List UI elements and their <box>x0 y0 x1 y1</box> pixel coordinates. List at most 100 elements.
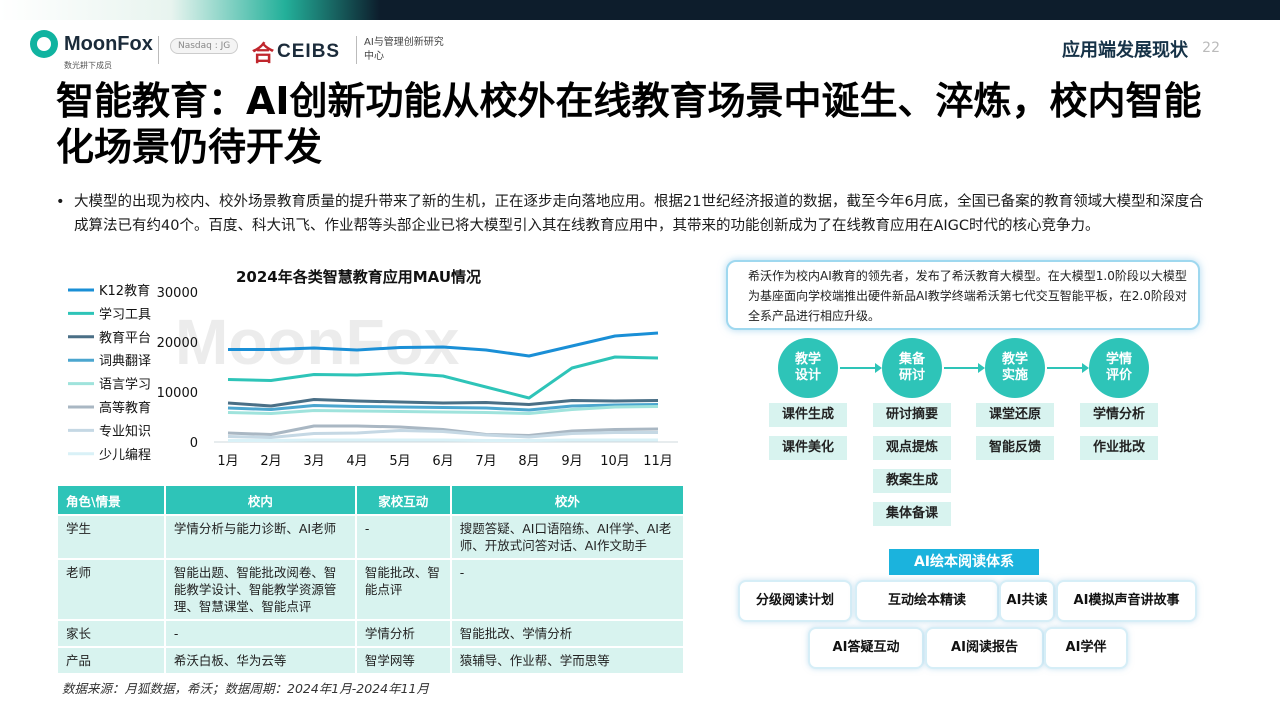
table-header-cell: 家校互动 <box>355 486 452 516</box>
table-cell: 产品 <box>58 647 166 675</box>
legend-label: 高等教育 <box>99 400 151 416</box>
series-line-2 <box>227 355 659 400</box>
x-tick-label: 4月 <box>346 454 367 469</box>
series-line-4 <box>227 403 659 412</box>
flow-step-circle: 学情 评价 <box>1089 338 1149 398</box>
ai-reading-pill: AI共读 <box>999 580 1055 622</box>
table-row: 家长 - 学情分析 智能批改、学情分析 <box>58 620 686 648</box>
x-tick-label: 9月 <box>561 454 582 469</box>
table-cell: 智能出题、智能批改阅卷、智能教学设计、智能教学资源管理、智慧课堂、智能点评 <box>164 559 357 621</box>
flow-tag: 集体备课 <box>873 502 951 526</box>
flow-tag: 学情分析 <box>1080 403 1158 427</box>
ceibs-logo: 合 CEIBS <box>252 36 340 68</box>
series-line-1 <box>228 331 659 358</box>
ai-reading-pill: AI答疑互动 <box>808 627 924 669</box>
y-tick-label: 20000 <box>157 336 198 351</box>
table-cell: 老师 <box>58 559 166 621</box>
ai-reading-pill: AI阅读报告 <box>925 627 1044 669</box>
ai-reading-pill: 互动绘本精读 <box>855 580 999 622</box>
legend-label: 学习工具 <box>99 306 151 322</box>
flow-tag: 教案生成 <box>873 469 951 493</box>
moonfox-logo-text: MoonFox <box>64 32 153 55</box>
table-cell: - <box>355 515 452 560</box>
x-tick-label: 2月 <box>260 454 281 469</box>
mau-line-chart: 0 10000 20000 30000 1月 2月 3月 4月 5月 6月 7月 8月 9月 10月 11月… <box>68 283 678 469</box>
series-line-7 <box>227 429 658 439</box>
flow-step-circle: 教学 实施 <box>985 338 1045 398</box>
series-line-5 <box>227 405 659 415</box>
table-cell: 学生 <box>58 515 166 560</box>
table-header-row: 角色\情景 校内 家校互动 校外 <box>58 486 686 516</box>
flow-tag: 课堂还原 <box>976 403 1054 427</box>
table-cell: - <box>164 620 357 648</box>
ceibs-logo-icon: 合 <box>252 42 275 67</box>
flow-arrow-icon <box>944 363 985 373</box>
series-line-3 <box>227 398 659 408</box>
legend-label: 教育平台 <box>99 330 151 346</box>
table-cell: 智学网等 <box>355 647 452 675</box>
chart-title: 2024年各类智慧教育应用MAU情况 <box>236 268 482 286</box>
ai-reading-pill: 分级阅读计划 <box>738 580 852 622</box>
flow-step-circle: 集备 研讨 <box>882 338 942 398</box>
bullet-dot-icon: • <box>56 194 65 210</box>
table-row: 学生 学情分析与能力诊断、AI老师 - 搜题答疑、AI口语陪练、AI伴学、AI老师、开… <box>58 515 686 560</box>
ai-reading-pill: AI学伴 <box>1044 627 1128 669</box>
y-tick-label: 30000 <box>157 286 198 301</box>
flow-tag: 研讨摘要 <box>873 403 951 427</box>
flow-arrow-icon <box>840 363 882 373</box>
flow-tag: 智能反馈 <box>976 436 1054 460</box>
watermark-chart: MoonFox <box>175 306 460 378</box>
table-cell: 搜题答疑、AI口语陪练、AI伴学、AI老师、开放式问答对话、AI作文助手 <box>450 515 686 560</box>
flow-step-circle: 教学 设计 <box>778 338 838 398</box>
moonfox-logo-subtitle: 数光耕下成员 <box>64 61 112 70</box>
legend-label: 专业知识 <box>99 423 151 439</box>
table-cell: 智能批改、学情分析 <box>450 620 686 648</box>
page-number: 22 <box>1202 40 1220 56</box>
series-line-6 <box>227 424 659 437</box>
flow-tag: 观点提炼 <box>873 436 951 460</box>
table-row: 产品 希沃白板、华为云等 智学网等 猿辅导、作业帮、学而思等 <box>58 647 686 675</box>
x-tick-label: 3月 <box>303 454 324 469</box>
ceibs-divider <box>356 36 357 64</box>
seewo-callout: 希沃作为校内AI教育的领先者，发布了希沃教育大模型。在大模型1.0阶段以大模型为… <box>726 260 1200 330</box>
x-tick-label: 11月 <box>643 454 673 469</box>
table-cell: 家长 <box>58 620 166 648</box>
top-banner <box>0 0 1280 20</box>
x-tick-label: 10月 <box>600 454 630 469</box>
table-cell: 希沃白板、华为云等 <box>164 647 357 675</box>
moonfox-logo-icon <box>30 30 58 58</box>
table-cell: 智能批改、智能点评 <box>355 559 452 621</box>
table-header-cell: 校内 <box>164 486 357 516</box>
y-tick-label: 0 <box>190 436 198 451</box>
table-header-cell: 校外 <box>450 486 686 516</box>
table-row: 老师 智能出题、智能批改阅卷、智能教学设计、智能教学资源管理、智慧课堂、智能点评智… <box>58 559 686 621</box>
page-title: 智能教育：AI创新功能从校外在线教育场景中诞生、淬炼，校内智能化场景仍待开发 <box>56 79 1202 169</box>
logo-divider <box>158 36 159 64</box>
legend-label: 语言学习 <box>99 377 151 393</box>
x-tick-label: 5月 <box>389 454 410 469</box>
flow-tag: 课件生成 <box>769 403 847 427</box>
data-source-note: 数据来源：月狐数据，希沃；数据周期：2024年1月-2024年11月 <box>62 681 429 696</box>
legend-label: 词典翻译 <box>99 354 151 369</box>
table-cell: 学情分析 <box>355 620 452 648</box>
x-tick-label: 1月 <box>217 454 238 469</box>
x-tick-label: 8月 <box>518 454 539 469</box>
nasdaq-badge: Nasdaq : JG <box>170 38 239 54</box>
y-tick-label: 10000 <box>157 386 198 401</box>
table-cell: 学情分析与能力诊断、AI老师 <box>164 515 357 560</box>
series-line-8 <box>228 438 658 442</box>
table-cell: 猿辅导、作业帮、学而思等 <box>450 647 686 675</box>
bullet-text: 大模型的出现为校内、校外场景教育质量的提升带来了新的生机，正在逐步走向落地应用。… <box>74 194 1204 234</box>
ceibs-subtitle: AI与管理创新研究中心 <box>364 37 444 62</box>
flow-tag: 课件美化 <box>769 436 847 460</box>
moonfox-logo: MoonFox <box>30 30 153 58</box>
role-scenario-table: 角色\情景 校内 家校互动 校外 学生 学情分析与能力诊断、AI老师 - 搜题答疑、AI口语… <box>58 486 686 675</box>
table-header-cell: 角色\情景 <box>58 486 166 516</box>
ai-reading-pill: AI模拟声音讲故事 <box>1056 580 1197 622</box>
x-tick-label: 7月 <box>475 454 496 469</box>
legend-label: K12教育 <box>99 283 150 299</box>
x-tick-label: 6月 <box>432 454 453 469</box>
section-title: 应用端发展现状 <box>1062 40 1188 61</box>
ai-reading-title: AI绘本阅读体系 <box>889 549 1039 575</box>
legend-label: 少儿编程 <box>99 448 151 463</box>
